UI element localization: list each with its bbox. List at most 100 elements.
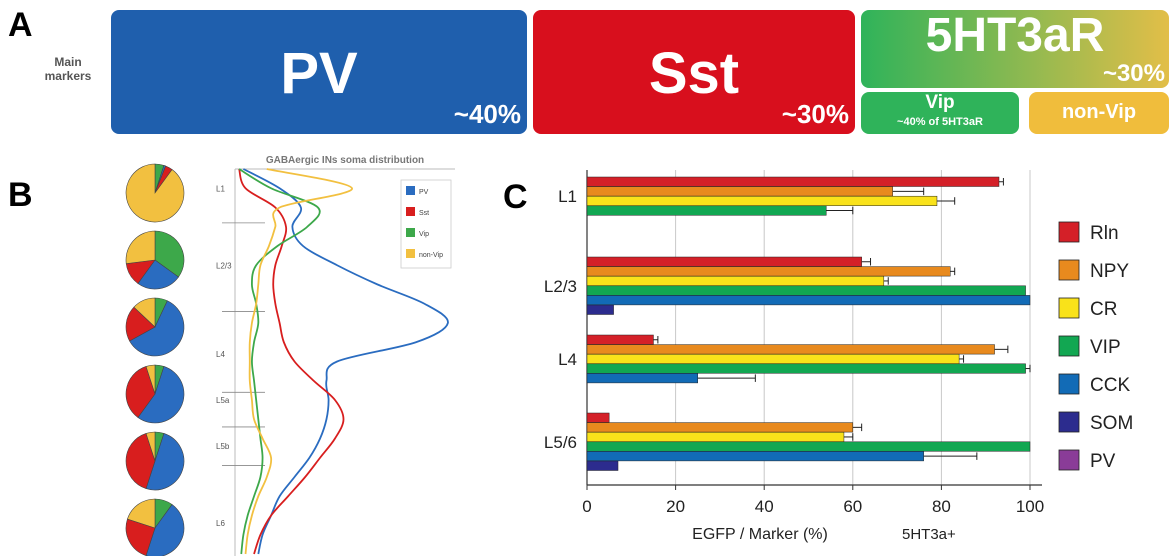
x-tick-label: 80 (932, 497, 951, 516)
pie-slice-non-vip (145, 364, 156, 395)
bar-som (586, 460, 619, 471)
legend-label-cr: CR (1090, 299, 1117, 320)
sst-marker-label: Sst (648, 41, 740, 106)
legend-swatch-sst (406, 207, 415, 216)
sst-marker-box: Sst ~30% (533, 10, 855, 134)
bar-cr (586, 431, 845, 442)
legend-label-som: SOM (1090, 413, 1133, 434)
sst-marker-pct: ~30% (781, 99, 849, 129)
egfp-marker-bar-chart: 0 20 40 60 80 100 L1 L2/3 L4 L5/6 EGFP / Marker (%… (544, 170, 1133, 543)
legend-swatch-rln (1058, 221, 1080, 243)
legend-label-npy: NPY (1090, 261, 1129, 282)
pv-marker-label: PV (280, 41, 358, 106)
pv-marker-box: PV ~40% (111, 10, 527, 134)
layer-label: L2/3 (216, 261, 232, 270)
pie-slice-sst (125, 433, 156, 489)
legend-swatch-vip (1058, 335, 1080, 357)
legend-swatch-vip (406, 228, 415, 237)
x-axis-label: EGFP / Marker (%) (692, 526, 828, 543)
pie-slice-pv (129, 300, 185, 357)
legend-swatch-non-vip (406, 249, 415, 258)
x-tick-label: 40 (755, 497, 774, 516)
pie-slice-pv (137, 366, 185, 424)
legend-label-vip: VIP (1090, 337, 1121, 358)
5ht3ar-marker-label: 5HT3aR (925, 10, 1105, 62)
panel-label-b: B (8, 176, 33, 214)
legend-label-cck: CCK (1090, 375, 1130, 396)
bar-cr (586, 275, 885, 286)
bar-som (586, 304, 614, 315)
layer-pie-0 (125, 163, 185, 223)
legend-swatch-pv (1058, 449, 1080, 471)
x-tick-label: 100 (1016, 497, 1044, 516)
distribution-line-pv (242, 168, 449, 555)
pie-slice-sst (125, 518, 156, 556)
bar-vip (586, 205, 827, 216)
layer-label: L5a (216, 396, 230, 405)
legend-swatch-npy (1058, 259, 1080, 281)
bar-rln (586, 176, 1000, 187)
pie-slice-pv (145, 504, 185, 556)
distribution-line-non-vip (244, 168, 353, 555)
pie-slice-non-vip (127, 498, 156, 529)
bar-npy (586, 422, 854, 433)
bar-npy (586, 266, 951, 277)
bar-cck (586, 295, 1031, 306)
x-axis-label-suffix: 5HT3a+ (902, 526, 956, 543)
pie-slice-pv (137, 259, 179, 290)
bar-rln (586, 256, 862, 267)
layer-label: L1 (216, 184, 225, 193)
legend-swatch-cck (1058, 373, 1080, 395)
5ht3ar-marker-pct: ~30% (1102, 60, 1165, 87)
vip-marker-box: Vip ~40% of 5HT3aR (861, 92, 1019, 134)
5ht3ar-marker-box: 5HT3aR ~30% (861, 10, 1169, 88)
legend-label-non-vip: non-Vip (419, 252, 443, 259)
distribution-title: GABAergic INs soma distribution (266, 155, 424, 166)
layer-pie-3 (125, 364, 185, 424)
vip-marker-sub: ~40% of 5HT3aR (897, 116, 983, 128)
pie-slice-vip (154, 230, 185, 278)
pie-slice-non-vip (125, 163, 185, 223)
category-label: L1 (558, 187, 577, 206)
legend-label-sst: Sst (419, 210, 429, 217)
vip-marker-label: Vip (925, 92, 955, 113)
pv-marker-pct: ~40% (453, 99, 521, 129)
bar-cck (586, 373, 698, 384)
legend-label-pv: PV (1090, 451, 1116, 472)
legend-label-pv: PV (419, 189, 429, 196)
nonvip-marker-label: non-Vip (1061, 101, 1137, 123)
legend-swatch-som (1058, 411, 1080, 433)
x-tick-label: 0 (582, 497, 591, 516)
pie-slice-non-vip (125, 230, 156, 264)
layer-pie-5 (125, 498, 185, 556)
bar-cr (586, 353, 960, 364)
nonvip-marker-box: non-Vip (1029, 92, 1169, 134)
bar-npy (586, 186, 893, 197)
legend-swatch-cr (1058, 297, 1080, 319)
x-tick-label: 20 (666, 497, 685, 516)
bar-npy (586, 344, 995, 355)
layer-pie-4 (125, 431, 185, 491)
layer-pie-2 (125, 297, 185, 357)
layer-pie-charts (125, 163, 185, 556)
bar-rln (586, 412, 610, 423)
bar-cr (586, 195, 938, 206)
pie-slice-sst (125, 306, 156, 342)
legend-label-rln: Rln (1090, 223, 1119, 244)
pie-slice-sst (125, 366, 156, 418)
distribution-line-vip (238, 168, 321, 555)
pie-slice-non-vip (133, 297, 156, 328)
pie-slice-non-vip (145, 431, 156, 462)
x-tick-label: 60 (843, 497, 862, 516)
pie-slice-pv (145, 433, 185, 491)
main-markers-label: Main markers (44, 55, 92, 83)
bar-vip (586, 363, 1026, 374)
distribution-line-sst (238, 168, 345, 555)
legend-swatch-pv (406, 186, 415, 195)
soma-distribution-plot: GABAergic INs soma distribution L1 L2/3 L4… (216, 155, 455, 556)
layer-label: L6 (216, 519, 225, 528)
legend-label-vip: Vip (419, 231, 429, 238)
panel-label-a: A (8, 6, 33, 44)
layer-label: L5b (216, 442, 230, 451)
bar-cck (586, 451, 924, 462)
